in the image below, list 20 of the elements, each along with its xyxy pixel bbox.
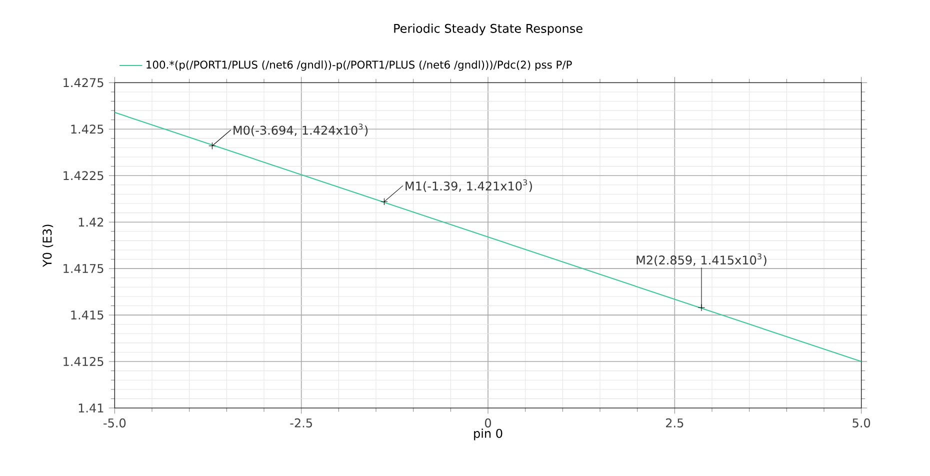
x-tick-label: -5.0	[104, 418, 126, 428]
x-tick-label: -2.5	[290, 418, 312, 428]
y-tick-label: 1.4225	[64, 171, 104, 180]
y-tick-label: 1.4275	[64, 78, 104, 88]
annotation: M2(2.859, 1.415x10$^{3}$)	[636, 253, 766, 266]
y-tick-label: 1.425	[71, 124, 104, 134]
y-tick-label: 1.42	[78, 218, 104, 227]
y-tick-label: 1.4175	[64, 264, 104, 274]
x-tick-label: 0	[484, 418, 492, 428]
x-tick-label: 2.5	[666, 418, 684, 428]
y-axis-title: Y0 (E3)	[42, 224, 54, 268]
annotation: M0(-3.694, 1.424x10$^{3}$)	[234, 124, 368, 136]
annotation: M1(-1.39, 1.421x10$^{3}$)	[406, 179, 532, 192]
x-axis-title: pin 0	[474, 428, 502, 440]
y-tick-label: 1.41	[78, 404, 104, 412]
x-tick-label: 5.0	[852, 418, 870, 428]
legend-label: 100.*(p(/PORT1/PLUS (/net6 /gndl))-p(/PORT1/PLUS (/net6 /gndl)))/Pdc(2) pss P/P	[146, 60, 572, 71]
y-tick-label: 1.415	[71, 310, 104, 320]
y-tick-label: 1.4125	[64, 356, 104, 366]
chart-title: Periodic Steady State Response	[394, 24, 582, 36]
